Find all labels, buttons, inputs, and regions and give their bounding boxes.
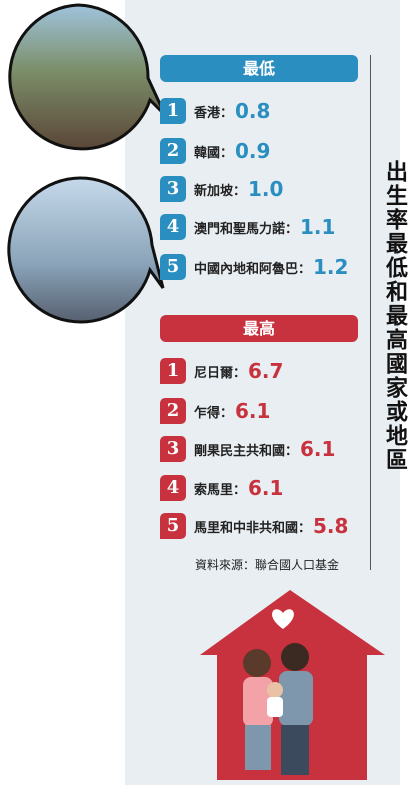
rank-badge: 4 (160, 214, 186, 240)
divider (370, 55, 371, 570)
item-name: 新加坡： (194, 183, 247, 199)
rank-badge: 3 (160, 176, 186, 202)
list-row: 2 乍得： 6.1 (160, 396, 270, 426)
item-name: 香港： (194, 105, 234, 121)
photo-singapore (7, 176, 165, 324)
item-name: 馬里和中非共和國： (194, 520, 312, 536)
list-row: 5 中國內地和阿魯巴： 1.2 (160, 252, 348, 282)
item-name: 澳門和聖馬力諾： (194, 221, 299, 237)
highest-heading: 最高 (160, 315, 358, 342)
list-row: 5 馬里和中非共和國： 5.8 (160, 511, 348, 541)
rank-badge: 1 (160, 358, 186, 384)
lowest-heading: 最低 (160, 55, 358, 82)
rank-badge: 1 (160, 98, 186, 124)
item-value: 1.1 (300, 215, 336, 239)
item-value: 6.1 (248, 476, 284, 500)
item-name: 韓國： (194, 145, 234, 161)
photos (7, 3, 167, 324)
house-illustration (200, 590, 385, 780)
item-name: 中國內地和阿魯巴： (194, 261, 312, 277)
item-value: 0.9 (235, 139, 271, 163)
list-row: 2 韓國： 0.9 (160, 136, 270, 166)
list-row: 3 剛果民主共和國： 6.1 (160, 434, 335, 464)
item-name: 索馬里： (194, 482, 247, 498)
photo-street (8, 3, 167, 151)
list-row: 3 新加坡： 1.0 (160, 174, 283, 204)
rank-badge: 2 (160, 398, 186, 424)
rank-badge: 4 (160, 475, 186, 501)
item-name: 乍得： (194, 405, 234, 421)
title: 出生率最低和最高國家或地區 (382, 160, 407, 472)
rank-badge: 5 (160, 254, 186, 280)
item-value: 1.0 (248, 177, 284, 201)
list-row: 1 尼日爾： 6.7 (160, 356, 283, 386)
rank-badge: 5 (160, 513, 186, 539)
list-row: 1 香港： 0.8 (160, 96, 270, 126)
source: 資料來源：聯合國人口基金 (195, 558, 340, 572)
item-name: 尼日爾： (194, 365, 247, 381)
rank-badge: 3 (160, 436, 186, 462)
item-value: 1.2 (313, 255, 349, 279)
rank-badge: 2 (160, 138, 186, 164)
item-value: 6.1 (235, 399, 271, 423)
list-row: 4 索馬里： 6.1 (160, 473, 283, 503)
item-name: 剛果民主共和國： (194, 443, 299, 459)
item-value: 6.1 (300, 437, 336, 461)
item-value: 6.7 (248, 359, 284, 383)
item-value: 0.8 (235, 99, 271, 123)
list-row: 4 澳門和聖馬力諾： 1.1 (160, 212, 335, 242)
item-value: 5.8 (313, 514, 349, 538)
